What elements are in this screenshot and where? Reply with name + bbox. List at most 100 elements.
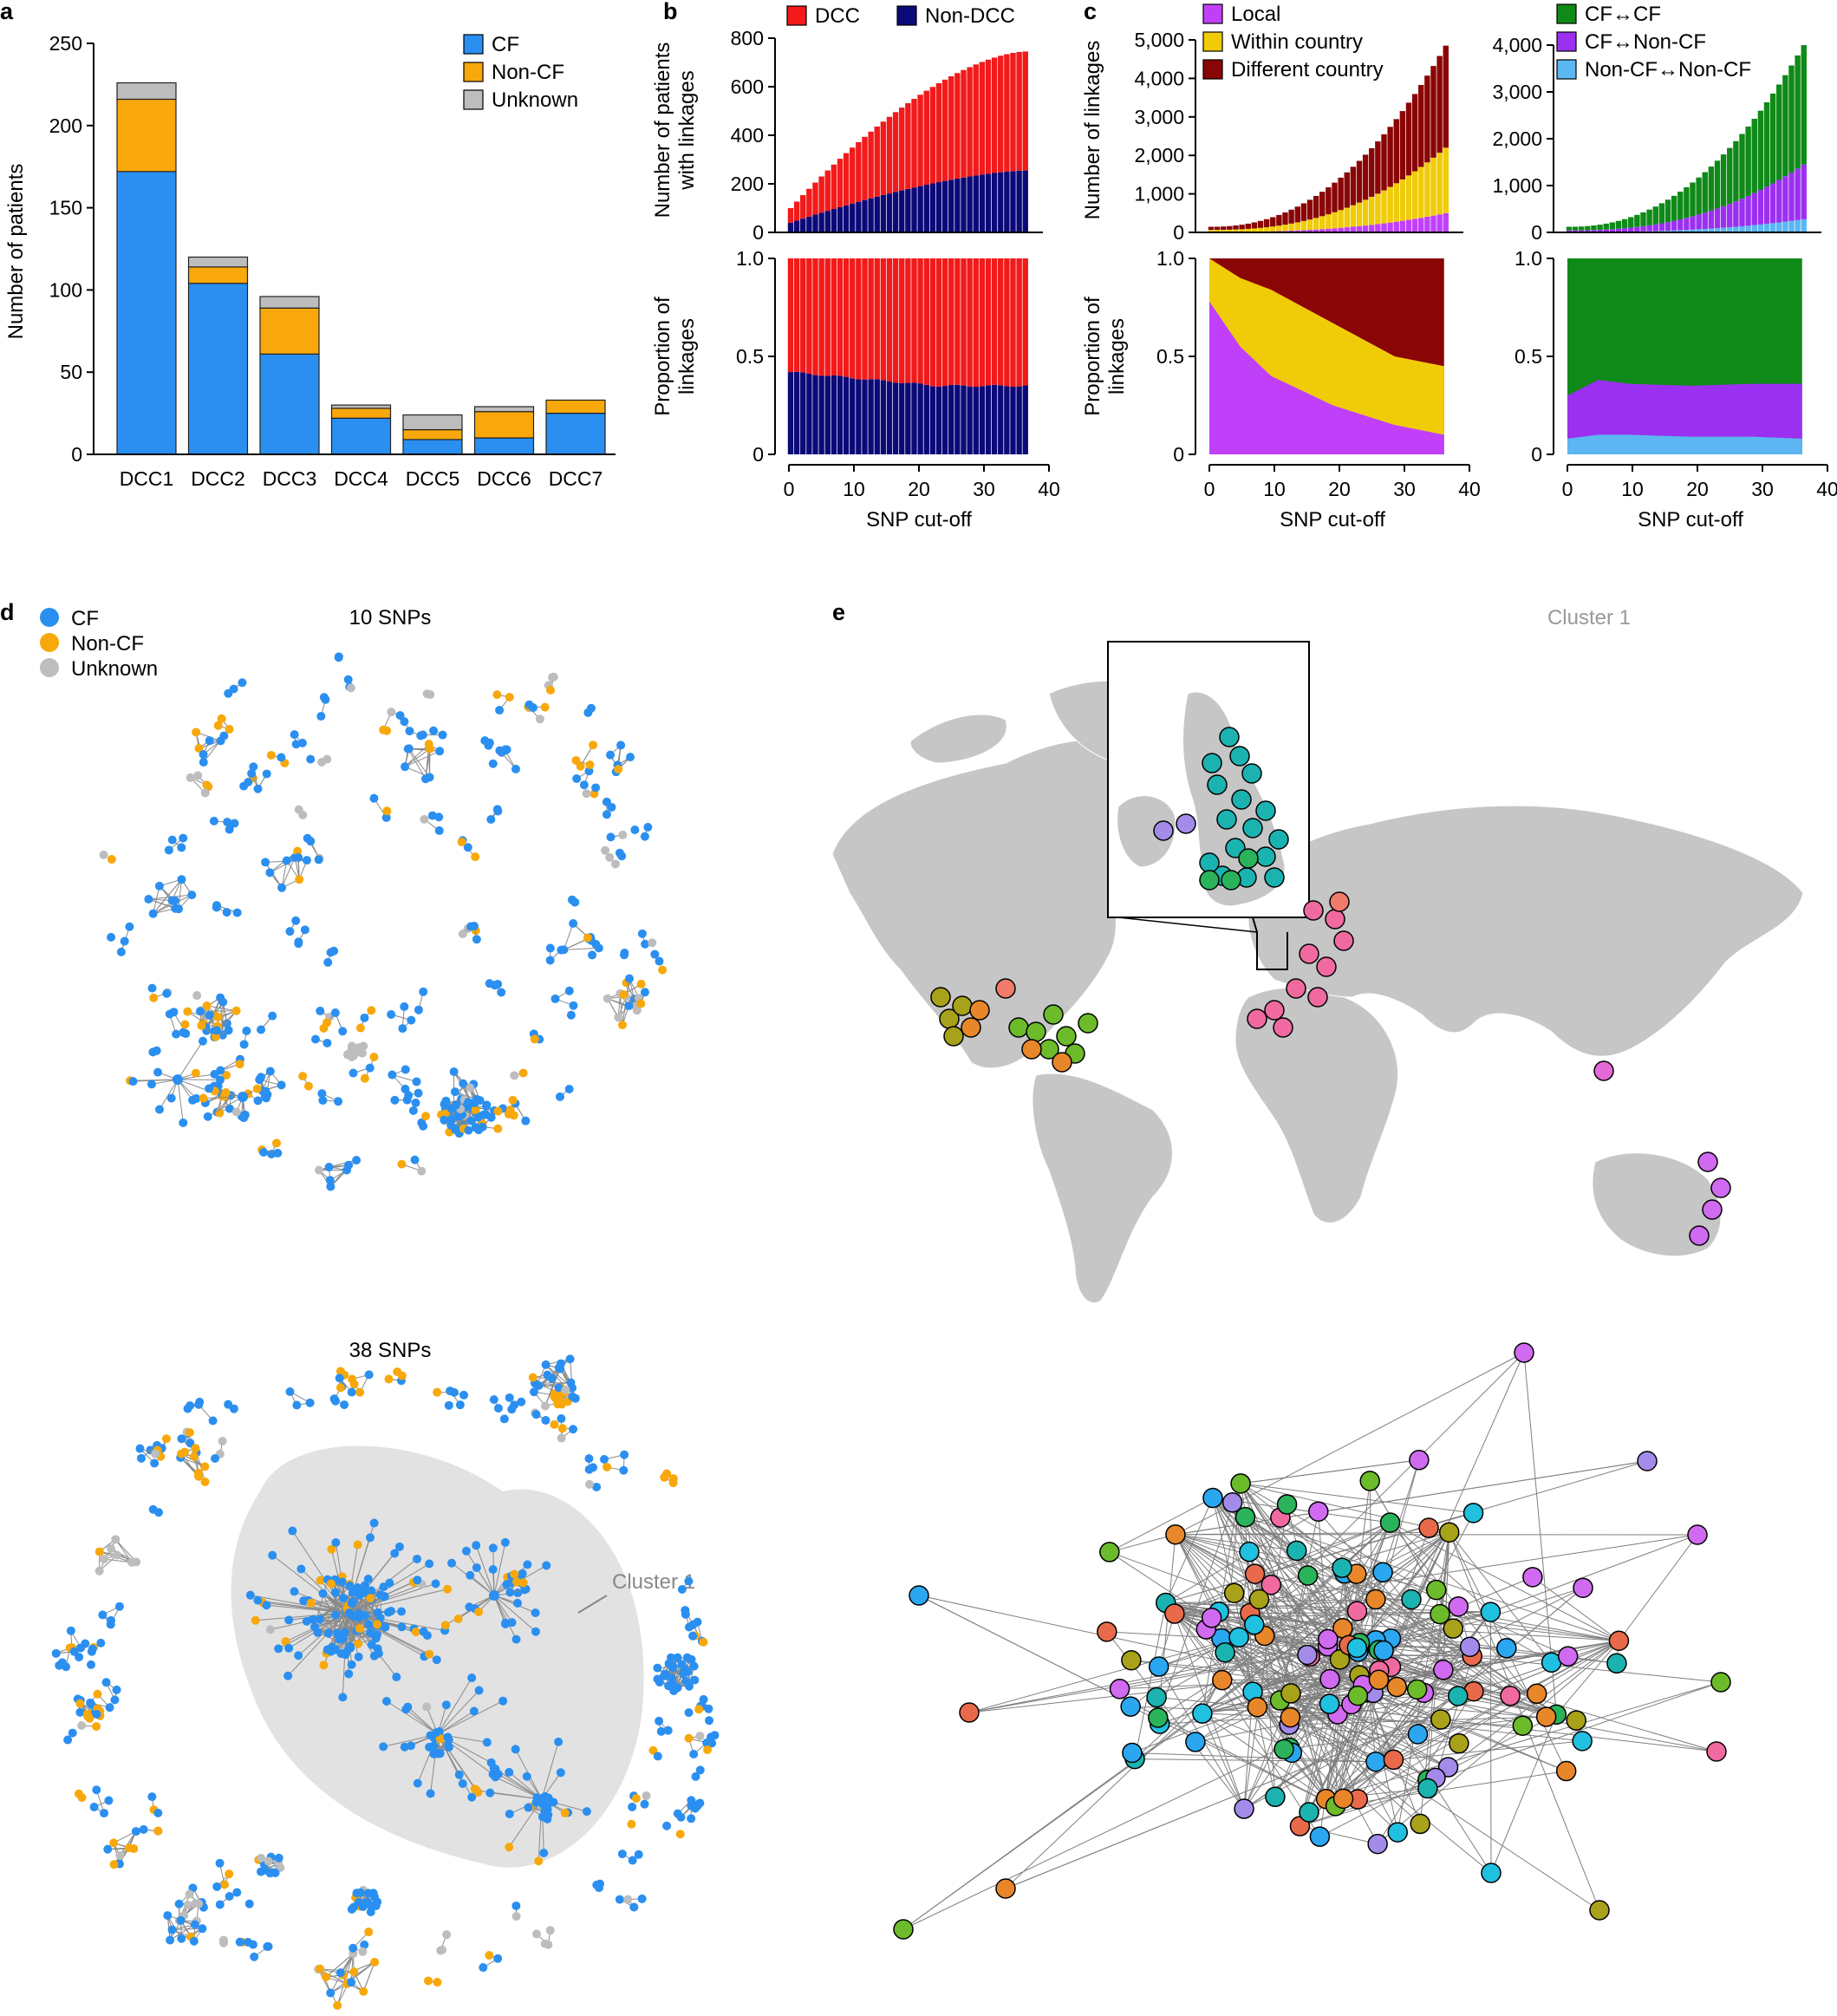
- d-node: [205, 1084, 214, 1093]
- b-top-bar-nondcc: [793, 220, 800, 232]
- d-node: [579, 780, 589, 790]
- d-node: [636, 999, 646, 1008]
- d-node: [291, 916, 301, 925]
- panel-label-c: c: [1084, 0, 1097, 24]
- e-edge: [1299, 1645, 1351, 1827]
- e-edge: [1490, 1534, 1698, 1613]
- b-bottom-bar-dcc: [911, 258, 917, 383]
- d-node: [540, 702, 550, 712]
- e-node: [1555, 1760, 1577, 1782]
- c-loc-top-bar: [1300, 230, 1307, 232]
- d-legend-dot: [40, 608, 59, 627]
- c-cf-top-bar: [1640, 225, 1646, 232]
- d-node: [595, 1883, 604, 1893]
- c-loc-bottom-x-tick-label: 30: [1393, 478, 1416, 500]
- e-node: [1383, 1749, 1404, 1771]
- d-node: [128, 1077, 138, 1086]
- a-y-tick-label: 150: [49, 197, 82, 219]
- b-bottom-bar-nondcc: [905, 382, 911, 454]
- d-node: [673, 1683, 682, 1693]
- d-node: [655, 1716, 664, 1726]
- e-edge: [1240, 1483, 1331, 1680]
- c-cf-top-bar: [1652, 224, 1658, 232]
- d-node: [394, 1542, 404, 1551]
- d-node: [261, 1086, 270, 1096]
- c-cf-legend-label: CF↔CF: [1585, 3, 1661, 26]
- d-edge: [469, 1575, 495, 1596]
- b-top-bar-nondcc: [985, 173, 992, 232]
- d-node: [212, 1026, 221, 1035]
- c-cf-top-bar: [1603, 223, 1609, 230]
- d-node: [366, 1628, 375, 1638]
- d-node: [695, 1798, 705, 1808]
- c-loc-top-y-tick-label: 3,000: [1134, 106, 1184, 128]
- map-node: [1026, 1021, 1046, 1042]
- a-bar-DCC7-CF: [545, 413, 606, 455]
- d-node: [668, 1478, 678, 1488]
- e-node: [1164, 1603, 1185, 1624]
- d-node: [317, 757, 327, 767]
- b-top-bar-nondcc: [961, 177, 967, 232]
- e-node: [1109, 1679, 1130, 1700]
- d-node: [154, 1105, 164, 1114]
- d-node: [507, 1618, 517, 1628]
- d-node: [185, 1889, 194, 1899]
- c-cf-top-bar: [1591, 225, 1597, 231]
- e-node: [1192, 1703, 1213, 1724]
- d-node: [606, 832, 616, 842]
- d-node: [432, 1655, 441, 1665]
- b-bottom-bar-dcc: [800, 258, 806, 373]
- d-node: [125, 922, 134, 931]
- d-node: [653, 1752, 662, 1761]
- c-loc-top-bar: [1263, 227, 1270, 232]
- d-node: [345, 1581, 355, 1590]
- d-node: [544, 1793, 553, 1803]
- d-node: [620, 950, 629, 960]
- b-legend-nondcc-label: Non-DCC: [925, 4, 1015, 28]
- d-node: [685, 1681, 694, 1691]
- d-node: [440, 1115, 449, 1125]
- e-node: [1406, 1679, 1428, 1700]
- d-node: [323, 957, 333, 967]
- d-node: [411, 1628, 420, 1637]
- d-node: [426, 690, 435, 700]
- c-cf-top-bar: [1684, 230, 1690, 232]
- d-node: [472, 935, 481, 944]
- map-node: [1052, 1052, 1072, 1073]
- d-node: [387, 1009, 396, 1019]
- d-node: [208, 1416, 218, 1426]
- b-top-y-tick-label: 600: [731, 75, 764, 98]
- c-loc-bottom-y-tick-label: 1.0: [1156, 247, 1184, 270]
- d-node: [353, 1582, 362, 1592]
- d-node: [414, 1088, 423, 1098]
- b-top-bar-nondcc: [824, 211, 831, 232]
- d-node: [242, 1026, 251, 1035]
- d-node: [472, 1541, 481, 1550]
- d-node: [568, 1383, 577, 1393]
- c-cf-top-y-tick-label: 2,000: [1492, 127, 1542, 150]
- map-node: [1286, 978, 1306, 999]
- d-node: [318, 1096, 328, 1106]
- d-edge: [437, 1690, 479, 1735]
- d-node: [365, 1063, 375, 1073]
- e-node: [1430, 1709, 1451, 1730]
- d-node: [410, 1155, 420, 1165]
- d-node: [369, 793, 379, 803]
- d-node: [695, 1732, 705, 1741]
- e-edge: [1245, 1517, 1473, 1657]
- b-top-bar-nondcc: [954, 178, 961, 232]
- e-node: [1319, 1693, 1340, 1714]
- b-top-bar-dcc: [892, 112, 899, 192]
- d-node: [663, 1726, 673, 1735]
- d-node: [345, 1608, 355, 1617]
- d-node: [113, 1550, 122, 1560]
- d-node: [591, 783, 601, 793]
- c-loc-top-bar: [1411, 94, 1418, 172]
- d-node: [152, 1046, 161, 1055]
- d-node: [190, 1920, 199, 1929]
- c-cf-top-bar: [1690, 216, 1696, 230]
- e-node: [1347, 1685, 1369, 1706]
- c-cf-legend-swatch: [1556, 3, 1577, 24]
- e-node: [1410, 1813, 1430, 1835]
- d-node: [189, 1936, 199, 1946]
